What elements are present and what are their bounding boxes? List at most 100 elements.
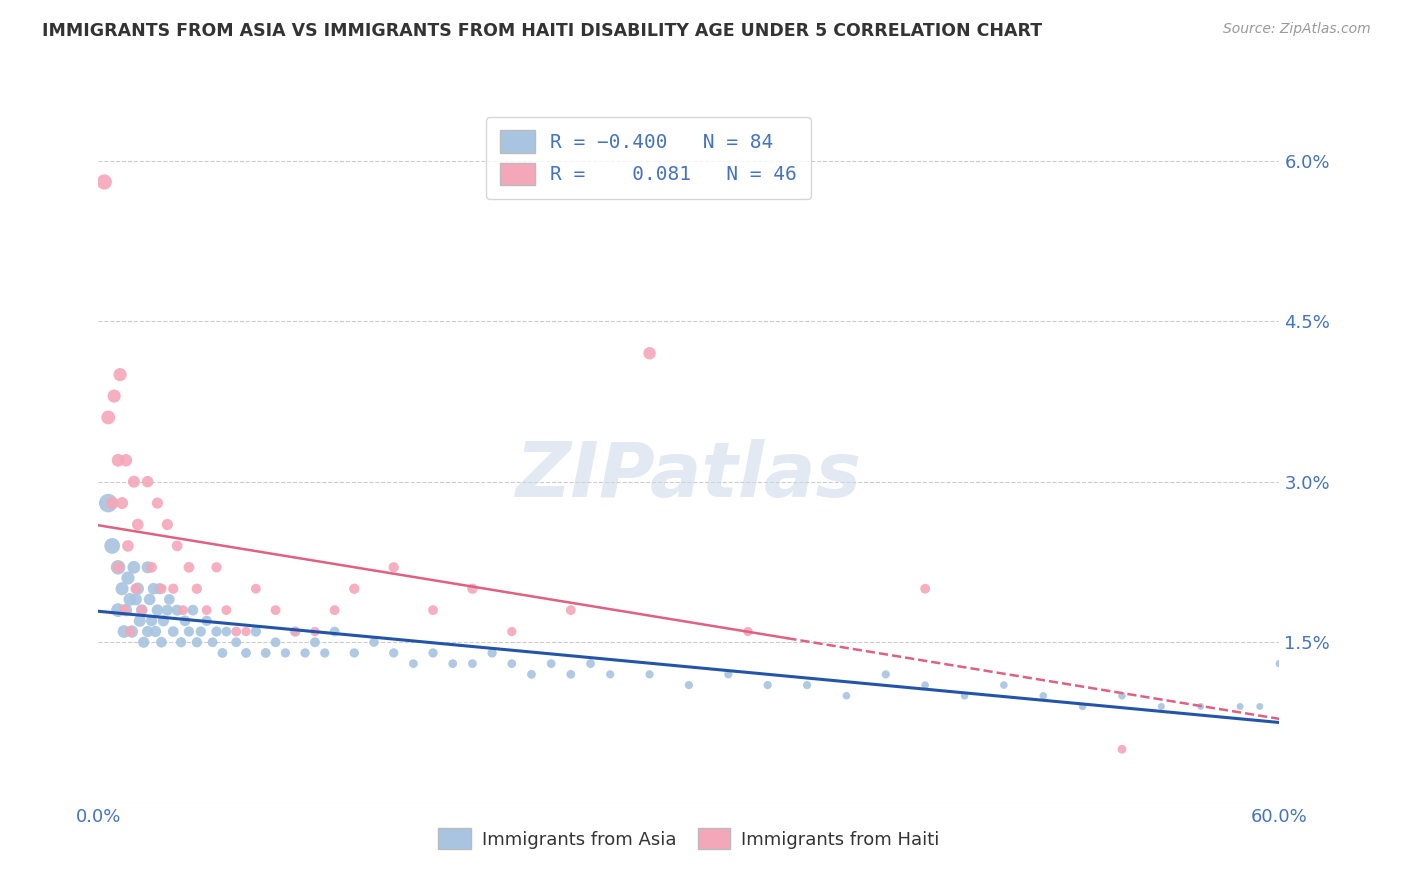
Point	[294, 646, 316, 660]
Point	[540, 657, 562, 671]
Point	[235, 624, 257, 639]
Point	[174, 614, 197, 628]
Point	[128, 614, 150, 628]
Point	[101, 539, 124, 553]
Point	[638, 346, 661, 360]
Point	[599, 667, 621, 681]
Point	[284, 624, 307, 639]
Point	[145, 624, 167, 639]
Point	[1150, 699, 1173, 714]
Point	[195, 614, 218, 628]
Point	[225, 624, 247, 639]
Point	[136, 560, 159, 574]
Point	[501, 624, 523, 639]
Point	[678, 678, 700, 692]
Point	[108, 368, 131, 382]
Point	[138, 592, 160, 607]
Point	[141, 560, 163, 574]
Point	[382, 560, 405, 574]
Point	[422, 646, 444, 660]
Point	[125, 582, 148, 596]
Point	[150, 635, 173, 649]
Point	[235, 646, 257, 660]
Point	[1032, 689, 1054, 703]
Point	[363, 635, 385, 649]
Point	[117, 539, 139, 553]
Point	[112, 624, 135, 639]
Point	[97, 410, 120, 425]
Point	[343, 582, 366, 596]
Point	[225, 635, 247, 649]
Point	[127, 582, 149, 596]
Point	[1111, 742, 1133, 756]
Point	[323, 624, 346, 639]
Point	[131, 603, 153, 617]
Point	[107, 560, 129, 574]
Point	[186, 635, 208, 649]
Point	[953, 689, 976, 703]
Point	[205, 624, 228, 639]
Point	[122, 475, 145, 489]
Point	[117, 571, 139, 585]
Point	[156, 517, 179, 532]
Point	[127, 517, 149, 532]
Point	[737, 624, 759, 639]
Point	[1249, 699, 1271, 714]
Point	[136, 475, 159, 489]
Point	[172, 603, 194, 617]
Point	[181, 603, 204, 617]
Point	[190, 624, 212, 639]
Point	[461, 657, 484, 671]
Legend: Immigrants from Asia, Immigrants from Haiti: Immigrants from Asia, Immigrants from Ha…	[432, 822, 946, 856]
Point	[115, 453, 138, 467]
Point	[166, 539, 188, 553]
Point	[211, 646, 233, 660]
Point	[441, 657, 464, 671]
Text: Source: ZipAtlas.com: Source: ZipAtlas.com	[1223, 22, 1371, 37]
Point	[107, 603, 129, 617]
Point	[914, 582, 936, 596]
Point	[205, 560, 228, 574]
Point	[481, 646, 503, 660]
Point	[501, 657, 523, 671]
Point	[146, 496, 169, 510]
Point	[1111, 689, 1133, 703]
Point	[186, 582, 208, 596]
Point	[152, 614, 174, 628]
Point	[177, 624, 200, 639]
Point	[560, 603, 582, 617]
Point	[148, 582, 170, 596]
Point	[993, 678, 1015, 692]
Point	[402, 657, 425, 671]
Point	[107, 453, 129, 467]
Point	[162, 582, 184, 596]
Point	[93, 175, 115, 189]
Point	[254, 646, 277, 660]
Point	[146, 603, 169, 617]
Point	[101, 496, 124, 510]
Point	[215, 624, 238, 639]
Point	[195, 603, 218, 617]
Point	[756, 678, 779, 692]
Point	[136, 624, 159, 639]
Point	[264, 635, 287, 649]
Point	[115, 603, 138, 617]
Point	[157, 592, 180, 607]
Point	[638, 667, 661, 681]
Point	[112, 603, 135, 617]
Text: IMMIGRANTS FROM ASIA VS IMMIGRANTS FROM HAITI DISABILITY AGE UNDER 5 CORRELATION: IMMIGRANTS FROM ASIA VS IMMIGRANTS FROM …	[42, 22, 1042, 40]
Point	[1268, 657, 1291, 671]
Point	[107, 560, 129, 574]
Point	[264, 603, 287, 617]
Point	[382, 646, 405, 660]
Point	[520, 667, 543, 681]
Point	[103, 389, 125, 403]
Point	[796, 678, 818, 692]
Point	[1189, 699, 1212, 714]
Point	[245, 624, 267, 639]
Point	[122, 560, 145, 574]
Point	[717, 667, 740, 681]
Point	[314, 646, 336, 660]
Point	[875, 667, 897, 681]
Point	[1229, 699, 1251, 714]
